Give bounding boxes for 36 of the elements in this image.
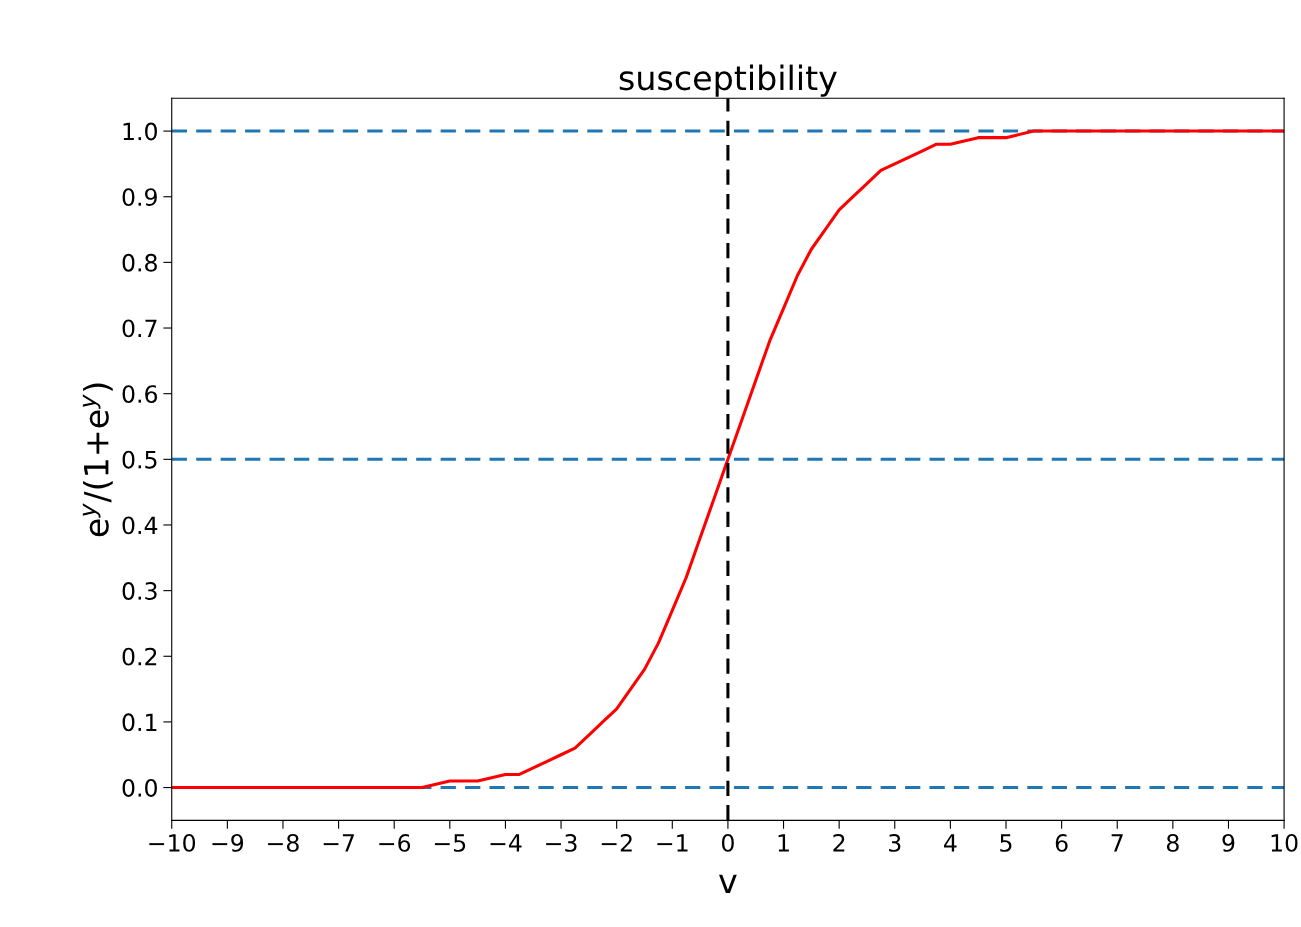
x-tick-label: 0 — [721, 834, 734, 852]
line-series — [171, 129, 1285, 790]
y-tick-label: 0.1 — [122, 713, 157, 732]
x-tick-label: −10 — [149, 834, 196, 852]
y-tick-label: 0.0 — [122, 779, 157, 797]
y-tick-label: 1.0 — [123, 122, 157, 141]
x-tick-label: −7 — [323, 834, 354, 852]
y-tick-label: 0.6 — [122, 385, 158, 403]
x-tick-label: −4 — [490, 834, 522, 852]
y-tick-label: 0.7 — [122, 319, 157, 338]
x-tick-label: 9 — [1222, 834, 1235, 852]
y-tick-label: 0.8 — [122, 253, 157, 272]
y-tick-label: 0.5 — [122, 450, 157, 469]
x-tick-label: 5 — [1000, 834, 1012, 852]
y-tick-label: 0.4 — [122, 516, 158, 535]
y-axis-title: e$^{y}$/(1+e$^{y}$) — [82, 383, 113, 537]
y-tick-label: 0.9 — [122, 188, 157, 207]
x-tick-label: 8 — [1166, 834, 1179, 852]
x-tick-label: −5 — [434, 834, 466, 852]
x-tick-label: −1 — [657, 834, 688, 852]
x-tick-label: −2 — [601, 834, 632, 852]
x-tick-label: 6 — [1055, 834, 1068, 852]
y-tick-label: 0.2 — [122, 647, 157, 666]
x-tick-label: −8 — [268, 834, 299, 852]
y-tick-label: 0.3 — [122, 582, 157, 600]
x-tick-label: 2 — [833, 834, 845, 852]
x-tick-label: 4 — [944, 834, 957, 852]
x-tick-label: −6 — [379, 834, 411, 852]
x-tick-label: −9 — [212, 834, 244, 852]
x-tick-label: 7 — [1111, 834, 1123, 852]
x-tick-label: −3 — [546, 834, 577, 852]
x-tick-label: 3 — [889, 834, 901, 852]
x-tick-label: 10 — [1271, 834, 1298, 852]
x-tick-label: 1 — [778, 834, 789, 852]
x-axis-title: v — [719, 874, 737, 893]
chart-title: susceptibility — [619, 64, 837, 97]
